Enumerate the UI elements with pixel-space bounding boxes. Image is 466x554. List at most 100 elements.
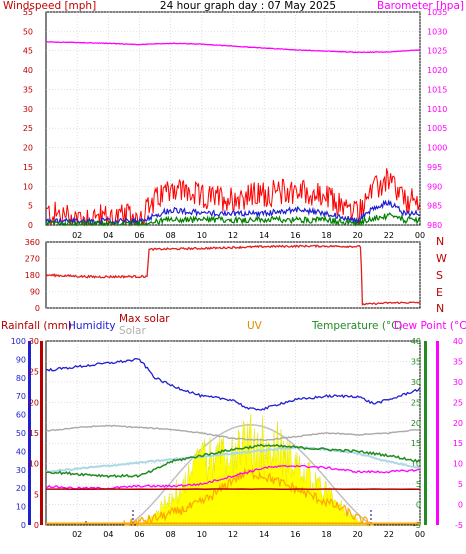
hour-tick-label: 18 xyxy=(321,530,331,539)
hour-tick-label: 04 xyxy=(103,231,113,240)
hour-tick-label: 04 xyxy=(103,530,113,539)
windspeed-tick-label: 5 xyxy=(28,202,33,211)
windspeed-tick-label: 40 xyxy=(23,66,33,75)
uv-index-line xyxy=(123,467,374,528)
dewpoint-tick-label: 15 xyxy=(453,439,463,448)
barometer-ticks: 980 985 990 995 1000 1005 1010 1015 1020 1025 1030… xyxy=(427,8,447,230)
hour-tick-label: 18 xyxy=(321,231,331,240)
barometer-tick-label: 1025 xyxy=(427,47,447,56)
barometer-tick-label: 1015 xyxy=(427,85,447,94)
hour-tick-label: 16 xyxy=(290,530,300,539)
windspeed-tick-label: 55 xyxy=(23,8,33,17)
solar-label: Solar xyxy=(119,325,146,337)
wind-direction-line xyxy=(45,244,421,306)
rainfall-tick-label: 30 xyxy=(29,337,39,346)
barometer-tick-label: 1020 xyxy=(427,66,447,75)
windspeed-average-line xyxy=(45,199,421,226)
compass-label: S xyxy=(436,269,443,282)
humidity-axis-label: Humidity xyxy=(68,320,116,332)
barometer-tick-label: 995 xyxy=(427,163,442,172)
humidity-tick-label: 60 xyxy=(16,411,26,420)
hour-tick-label: 20 xyxy=(353,231,363,240)
dewpoint-tick-label: 5 xyxy=(458,480,463,489)
hour-tick-label: 20 xyxy=(353,530,363,539)
windspeed-low-line xyxy=(45,212,421,227)
barometer-tick-label: 1005 xyxy=(427,124,447,133)
hour-tick-label: 06 xyxy=(134,231,144,240)
degree-tick-label: 360 xyxy=(25,238,40,247)
humidity-tick-label: 10 xyxy=(16,503,26,512)
hour-tick-label: 02 xyxy=(72,231,82,240)
humidity-tick-label: 20 xyxy=(16,484,26,493)
windspeed-tick-label: 0 xyxy=(28,221,33,230)
windspeed-tick-label: 45 xyxy=(23,47,33,56)
rainfall-tick-label: 20 xyxy=(29,398,39,407)
humidity-tick-label: 100 xyxy=(11,337,26,346)
max-solar-label: Max solar xyxy=(119,313,170,325)
temperature-tick-label: 40 xyxy=(411,337,421,346)
humidity-tick-label: 0 xyxy=(21,521,26,530)
temperature-ticks: -5 0 5 10 15 20 25 30 35 40 xyxy=(411,337,421,530)
rainfall-axis-label: Rainfall (mm) xyxy=(1,320,72,332)
humidity-tick-label: 30 xyxy=(16,466,26,475)
climate-panel-x-ticks: 02 04 06 08 10 12 14 16 18 20 22 00 xyxy=(72,530,425,539)
temperature-tick-label: 25 xyxy=(411,398,421,407)
dewpoint-axis-bar xyxy=(436,341,439,525)
humidity-tick-label: 90 xyxy=(16,355,26,364)
windspeed-tick-label: 10 xyxy=(23,182,33,191)
dewpoint-tick-label: 20 xyxy=(453,419,463,428)
dewpoint-tick-label: 40 xyxy=(453,337,463,346)
rainfall-tick-label: 15 xyxy=(29,429,39,438)
dewpoint-tick-label: 10 xyxy=(453,460,463,469)
wind-panel-series xyxy=(45,40,421,227)
dewpoint-ticks: -5 0 5 10 15 20 25 30 35 40 xyxy=(453,337,463,530)
barometer-tick-label: 985 xyxy=(427,202,442,211)
barometer-axis-label: Barometer [hpa] xyxy=(377,0,464,12)
compass-label: N xyxy=(436,235,444,248)
wind-panel-grid xyxy=(46,11,421,226)
humidity-ticks: 0 10 20 30 40 50 60 70 80 90 100 xyxy=(11,337,26,530)
degree-tick-label: 0 xyxy=(35,304,40,313)
temperature-tick-label: 5 xyxy=(416,480,421,489)
temperature-tick-label: 10 xyxy=(411,460,421,469)
temperature-tick-label: 15 xyxy=(411,439,421,448)
hour-tick-label: 16 xyxy=(290,231,300,240)
humidity-tick-label: 70 xyxy=(16,392,26,401)
hour-tick-label: 22 xyxy=(384,530,394,539)
windspeed-tick-label: 50 xyxy=(23,27,33,36)
dewpoint-tick-label: 25 xyxy=(453,398,463,407)
barometer-tick-label: 1030 xyxy=(427,27,447,36)
hour-tick-label: 00 xyxy=(415,530,425,539)
uv-label: UV xyxy=(247,320,263,332)
temperature-tick-label: 20 xyxy=(411,419,421,428)
hour-tick-label: 12 xyxy=(228,231,238,240)
degree-tick-label: 270 xyxy=(25,255,40,264)
rainfall-axis-bar xyxy=(40,341,43,525)
temperature-line xyxy=(45,443,421,479)
rainfall-tick-label: 0 xyxy=(34,521,39,530)
wind-panel-x-ticks: 02 04 06 08 10 12 14 16 18 20 22 00 xyxy=(72,231,425,240)
wind-panel-frame xyxy=(45,11,421,226)
compass-label: N xyxy=(436,302,444,315)
degree-tick-label: 90 xyxy=(30,288,40,297)
hour-tick-label: 02 xyxy=(72,530,82,539)
hour-tick-label: 06 xyxy=(134,530,144,539)
dewpoint-axis-label: Dew Point (°C) xyxy=(394,320,466,332)
hour-tick-label: 12 xyxy=(228,530,238,539)
barometer-tick-label: 1000 xyxy=(427,144,447,153)
temperature-tick-label: 30 xyxy=(411,378,421,387)
humidity-tick-label: 50 xyxy=(16,429,26,438)
graph-title: 24 hour graph day : 07 May 2025 xyxy=(160,0,336,12)
dewpoint-tick-label: -5 xyxy=(455,521,463,530)
humidity-tick-label: 40 xyxy=(16,447,26,456)
rainfall-tick-label: 10 xyxy=(29,460,39,469)
rainfall-ticks: 0 5 10 15 20 25 30 xyxy=(29,337,39,530)
dewpoint-tick-label: 30 xyxy=(453,378,463,387)
hour-tick-label: 14 xyxy=(259,231,269,240)
hour-tick-label: 14 xyxy=(259,530,269,539)
hour-tick-label: 10 xyxy=(197,231,207,240)
barometer-line xyxy=(45,40,421,54)
solar-line xyxy=(45,424,421,442)
